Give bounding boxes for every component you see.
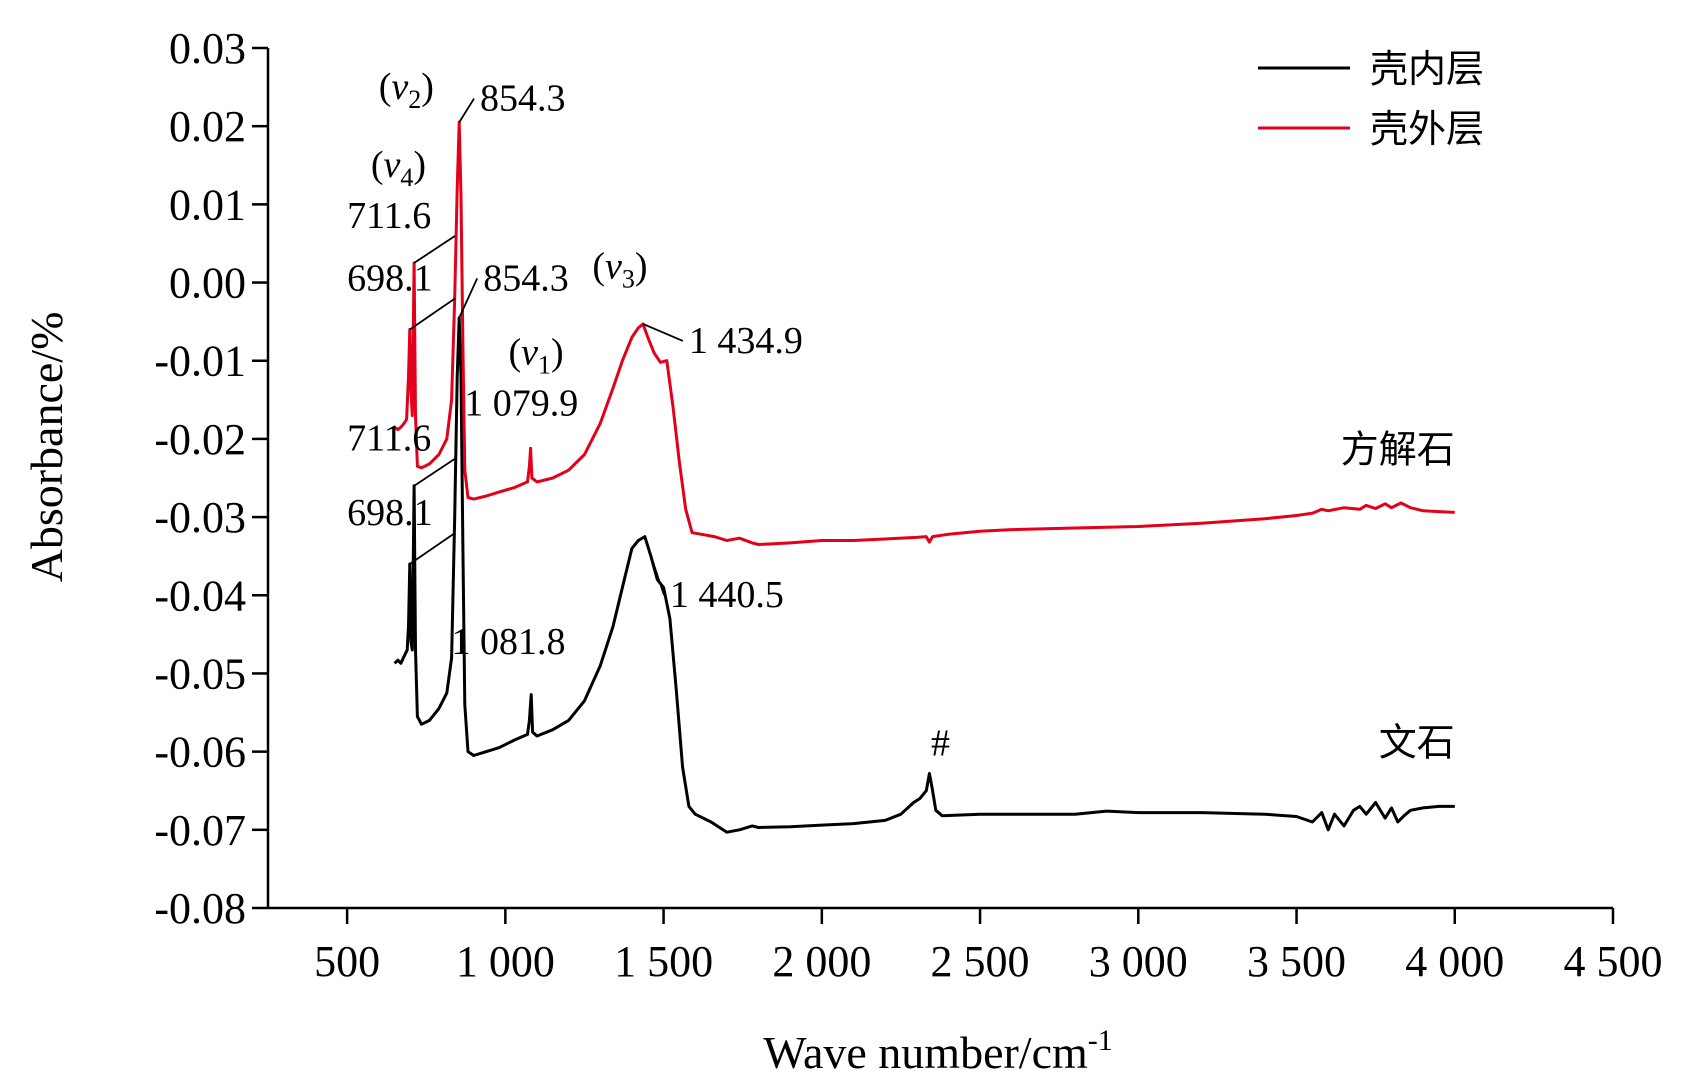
peak-leader-line <box>413 235 456 264</box>
peak-label: 854.3 <box>480 78 565 120</box>
x-tick-label: 1 500 <box>614 937 713 986</box>
peak-label: 698.1 <box>347 257 433 299</box>
x-tick-label: 4 000 <box>1405 937 1504 986</box>
peak-label: 698.1 <box>347 492 433 534</box>
peak-label: 854.3 <box>483 257 569 299</box>
peak-leader-line <box>458 277 479 319</box>
peak-leader-line <box>413 457 456 487</box>
annotation-layer: 711.6 698.1 854.3 854.3 1 079.9 1 434.9 711.6 6… <box>347 66 1455 765</box>
peak-label: # <box>931 723 950 765</box>
series-line-0 <box>393 316 1455 834</box>
series-layer <box>393 120 1455 834</box>
peak-leader-line <box>643 536 665 596</box>
series-line-1 <box>393 120 1455 546</box>
y-tick-label: -0.01 <box>154 337 246 386</box>
legend-label-outer: 壳外层 <box>1370 107 1484 151</box>
axes: 0.03 0.02 0.01 0.00 -0.01 -0.02 -0.03 -0.04 -0.0… <box>154 24 1662 986</box>
peak-label: 1 081.8 <box>452 621 566 663</box>
y-axis-title: Absorbance/% <box>21 312 72 583</box>
peak-leader-line <box>458 98 475 123</box>
x-axis-title-main: Wave number/cm <box>763 1027 1088 1078</box>
peak-leader-line <box>409 297 456 331</box>
y-tick-label: 0.03 <box>169 24 246 73</box>
peak-label: 711.6 <box>347 195 431 237</box>
x-tick-label: 500 <box>314 937 380 986</box>
x-tick-label: 4 500 <box>1564 937 1663 986</box>
band-label: (v3) <box>592 246 647 294</box>
x-tick-label: 1 000 <box>456 937 555 986</box>
y-tick-label: -0.08 <box>154 884 246 933</box>
x-tick-label: 2 000 <box>772 937 871 986</box>
peak-leader-line <box>409 532 456 565</box>
peak-label: 1 079.9 <box>464 382 578 424</box>
y-tick-label: 0.02 <box>169 102 246 151</box>
legend: 壳内层 壳外层 <box>1258 47 1484 151</box>
x-tick-label: 3 000 <box>1089 937 1188 986</box>
y-tick-label: -0.04 <box>154 571 246 620</box>
y-tick-label: 0.00 <box>169 259 246 308</box>
y-tick-label: -0.05 <box>154 649 246 698</box>
band-label: (v1) <box>509 332 564 380</box>
peak-label: 711.6 <box>347 418 431 460</box>
peak-label: 1 440.5 <box>670 574 784 616</box>
x-axis-title: Wave number/cm-1 <box>763 1024 1113 1078</box>
x-tick-label: 2 500 <box>931 937 1030 986</box>
peak-leader-line <box>642 323 684 342</box>
y-tick-label: -0.03 <box>154 493 246 542</box>
y-tick-label: 0.01 <box>169 180 246 229</box>
x-axis-title-sup: -1 <box>1088 1024 1113 1057</box>
peak-label: 1 434.9 <box>689 320 803 362</box>
band-label: (v2) <box>379 66 434 114</box>
curve-label: 方解石 <box>1341 427 1455 471</box>
x-tick-label: 3 500 <box>1247 937 1346 986</box>
band-label: (v4) <box>371 144 426 192</box>
y-tick-label: -0.06 <box>154 728 246 777</box>
y-tick-label: -0.02 <box>154 415 246 464</box>
y-tick-label: -0.07 <box>154 806 246 855</box>
curve-label: 文石 <box>1379 721 1455 765</box>
legend-label-inner: 壳内层 <box>1370 47 1484 91</box>
